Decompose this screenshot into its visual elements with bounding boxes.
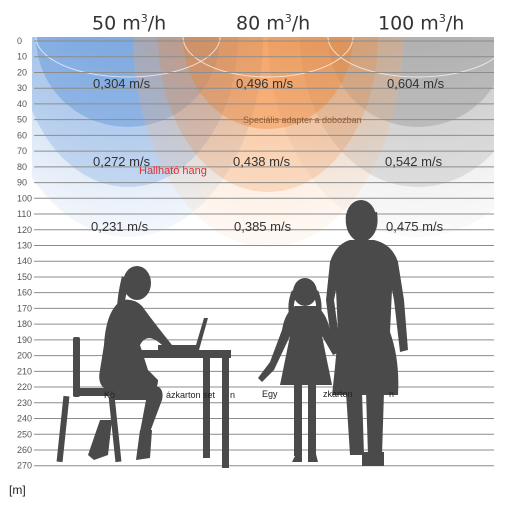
- special-adapter-label: Speciális adapter a dobozban: [243, 115, 362, 125]
- column-title-50-rest: /h: [147, 12, 167, 35]
- depth-tick-label: 120: [17, 225, 32, 235]
- depth-tick-label: 150: [17, 272, 32, 282]
- plume-orange-outer: [133, 37, 403, 247]
- depth-tick-label: 160: [17, 288, 32, 298]
- column-title-80-flow: 80 m: [236, 12, 285, 35]
- depth-tick-label: 230: [17, 398, 32, 408]
- depth-tick-label: 200: [17, 351, 32, 361]
- velocity-50-row2: 0,272 m/s: [93, 154, 151, 169]
- depth-tick-label: 60: [17, 130, 27, 140]
- air-plumes: [32, 37, 494, 247]
- plume-arc-gray: [327, 37, 494, 78]
- depth-tick-label: 0: [17, 36, 22, 46]
- laptop-icon: [158, 318, 208, 350]
- caption-right-start: Egy: [262, 389, 278, 399]
- depth-tick-label: 260: [17, 445, 32, 455]
- velocity-80-row2: 0,438 m/s: [233, 154, 291, 169]
- caption-left-end: ázkarton set: [166, 390, 216, 400]
- velocity-100-row2: 0,542 m/s: [385, 154, 443, 169]
- column-title-100: 100 m3/h: [378, 12, 464, 34]
- velocity-labels: 0,304 m/s 0,496 m/s 0,604 m/s 0,272 m/s …: [91, 76, 445, 234]
- depth-tick-label: 220: [17, 382, 32, 392]
- depth-tick-label: 250: [17, 429, 32, 439]
- column-title-100-rest: /h: [445, 12, 465, 35]
- depth-tick-label: 140: [17, 256, 32, 266]
- column-title-80-rest: /h: [291, 12, 311, 35]
- plume-orange-mid: [158, 37, 378, 192]
- column-title-100-sup: 3: [438, 12, 446, 25]
- woman-laptop-silhouette: [88, 266, 172, 460]
- depth-tick-label: 240: [17, 414, 32, 424]
- woman-silhouette: [326, 200, 408, 466]
- column-title-80: 80 m3/h: [236, 12, 310, 34]
- column-title-50-flow: 50 m: [92, 12, 141, 35]
- velocity-80-row3: 0,385 m/s: [234, 219, 292, 234]
- velocity-50-row1: 0,304 m/s: [93, 76, 151, 91]
- plume-arc-orange: [182, 37, 354, 78]
- depth-tick-label: 40: [17, 99, 27, 109]
- depth-tick-label: 130: [17, 240, 32, 250]
- depth-tick-label: 20: [17, 67, 27, 77]
- depth-tick-label: 80: [17, 162, 27, 172]
- depth-tick-label: 110: [17, 209, 31, 219]
- velocity-80-row1: 0,496 m/s: [236, 76, 294, 91]
- depth-tick-label: 100: [17, 193, 32, 203]
- depth-tick-label: 10: [17, 52, 27, 62]
- depth-tick-label: 190: [17, 335, 32, 345]
- desk-icon: [133, 350, 231, 468]
- column-title-50: 50 m3/h: [92, 12, 166, 34]
- depth-tick-label: 50: [17, 115, 27, 125]
- velocity-100-row1: 0,604 m/s: [387, 76, 445, 91]
- column-title-80-sup: 3: [284, 12, 292, 25]
- depth-tick-label: 30: [17, 83, 27, 93]
- depth-unit-label: [m]: [9, 483, 26, 497]
- depth-tick-label: 210: [17, 366, 32, 376]
- people-silhouettes: [56, 200, 408, 468]
- girl-silhouette: [258, 278, 340, 462]
- caption-left-tail: n: [230, 390, 235, 400]
- velocity-100-row3: 0,475 m/s: [386, 219, 444, 234]
- column-title-50-sup: 3: [140, 12, 148, 25]
- velocity-50-row3: 0,231 m/s: [91, 219, 149, 234]
- depth-tick-labels: 0 10 20 30 40 50 60 70 80 90 100 110 120 130 140 150 160…: [17, 36, 32, 471]
- column-title-100-flow: 100 m: [378, 12, 439, 35]
- depth-tick-label: 70: [17, 146, 27, 156]
- caption-right-end: zkarton: [323, 389, 353, 399]
- depth-tick-label: 90: [17, 178, 27, 188]
- caption-right-tail: n: [389, 389, 394, 399]
- chair-icon: [56, 337, 122, 463]
- figure-captions: Kö ázkarton set n Egy zkarton n: [104, 389, 394, 400]
- depth-tick-label: 170: [17, 303, 32, 313]
- plume-arc-blue: [35, 37, 221, 78]
- caption-left-start: Kö: [104, 390, 115, 400]
- depth-tick-label: 270: [17, 461, 32, 471]
- plume-orange-inner: [183, 37, 353, 129]
- depth-tick-label: 180: [17, 319, 32, 329]
- audible-sound-label: Hallható hang: [139, 165, 207, 177]
